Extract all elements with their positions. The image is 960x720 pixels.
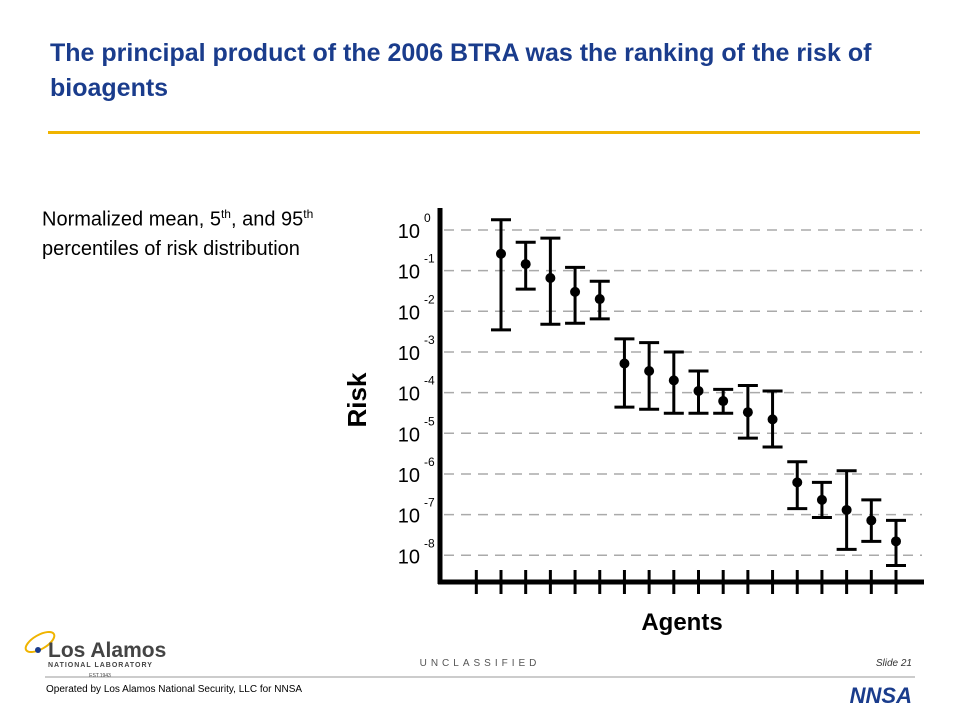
mean-dot	[891, 536, 901, 547]
mean-dot	[496, 248, 506, 259]
operated-by: Operated by Los Alamos National Security…	[46, 684, 302, 695]
mean-dot	[792, 477, 803, 488]
y-tick-exponent: -8	[424, 536, 435, 550]
mean-dot	[594, 294, 605, 305]
mean-dot	[693, 385, 704, 396]
mean-dot	[816, 494, 827, 505]
error-bar	[614, 337, 635, 409]
y-tick-label: 10	[398, 465, 420, 487]
y-tick-exponent: -3	[424, 333, 435, 347]
annotation-sup: th	[220, 207, 231, 221]
mean-dot	[545, 272, 556, 283]
y-tick-exponent: -4	[424, 374, 435, 388]
mean-dot	[841, 504, 852, 515]
annotation-text: Normalized mean, 5	[42, 208, 221, 231]
logo-orbit	[24, 630, 56, 654]
title-rule	[48, 131, 920, 134]
annotation-text: , and 95	[230, 208, 304, 231]
mean-dot	[767, 414, 778, 425]
y-tick-label: 10	[398, 343, 420, 365]
mean-dot	[866, 515, 877, 526]
y-tick-label: 10	[398, 221, 420, 243]
y-tick-label: 10	[398, 424, 420, 446]
logo-est: EST.1943	[89, 673, 111, 679]
slide-number: Slide 21	[876, 658, 912, 669]
annotation-sup: th	[303, 207, 314, 221]
y-tick-exponent: -1	[424, 252, 435, 266]
y-tick-exponent: -6	[424, 455, 435, 469]
y-tick-label: 10	[398, 546, 420, 568]
logo-name: Los Alamos	[48, 639, 166, 662]
nnsa-logo: NNSA	[850, 683, 912, 708]
mean-dot	[570, 286, 581, 297]
classification: UNCLASSIFIED	[420, 658, 541, 669]
mean-dot	[742, 407, 753, 418]
mean-dot	[668, 375, 679, 386]
x-axis-label: Agents	[641, 609, 722, 636]
annotation: Normalized mean, 5th, and 95th percentil…	[42, 200, 317, 264]
y-axis-label: Risk	[342, 372, 372, 427]
logo-sub: NATIONAL LABORATORY	[48, 662, 153, 669]
annotation-text: percentiles of risk distribution	[42, 237, 300, 260]
y-tick-exponent: -2	[424, 292, 435, 306]
mean-dot	[520, 259, 531, 270]
y-tick-label: 10	[398, 384, 420, 406]
mean-dot	[644, 366, 655, 377]
error-bar	[491, 218, 511, 332]
y-tick-exponent: 0	[424, 211, 431, 225]
y-tick-exponent: -5	[424, 414, 435, 428]
y-tick-label: 10	[398, 302, 420, 324]
logo-dot	[35, 647, 41, 653]
mean-dot	[619, 358, 630, 369]
y-tick-exponent: -7	[424, 496, 435, 510]
y-tick-label: 10	[398, 506, 420, 528]
slide-title: The principal product of the 2006 BTRA w…	[50, 39, 872, 102]
y-tick-label: 10	[398, 262, 420, 284]
mean-dot	[718, 396, 729, 407]
